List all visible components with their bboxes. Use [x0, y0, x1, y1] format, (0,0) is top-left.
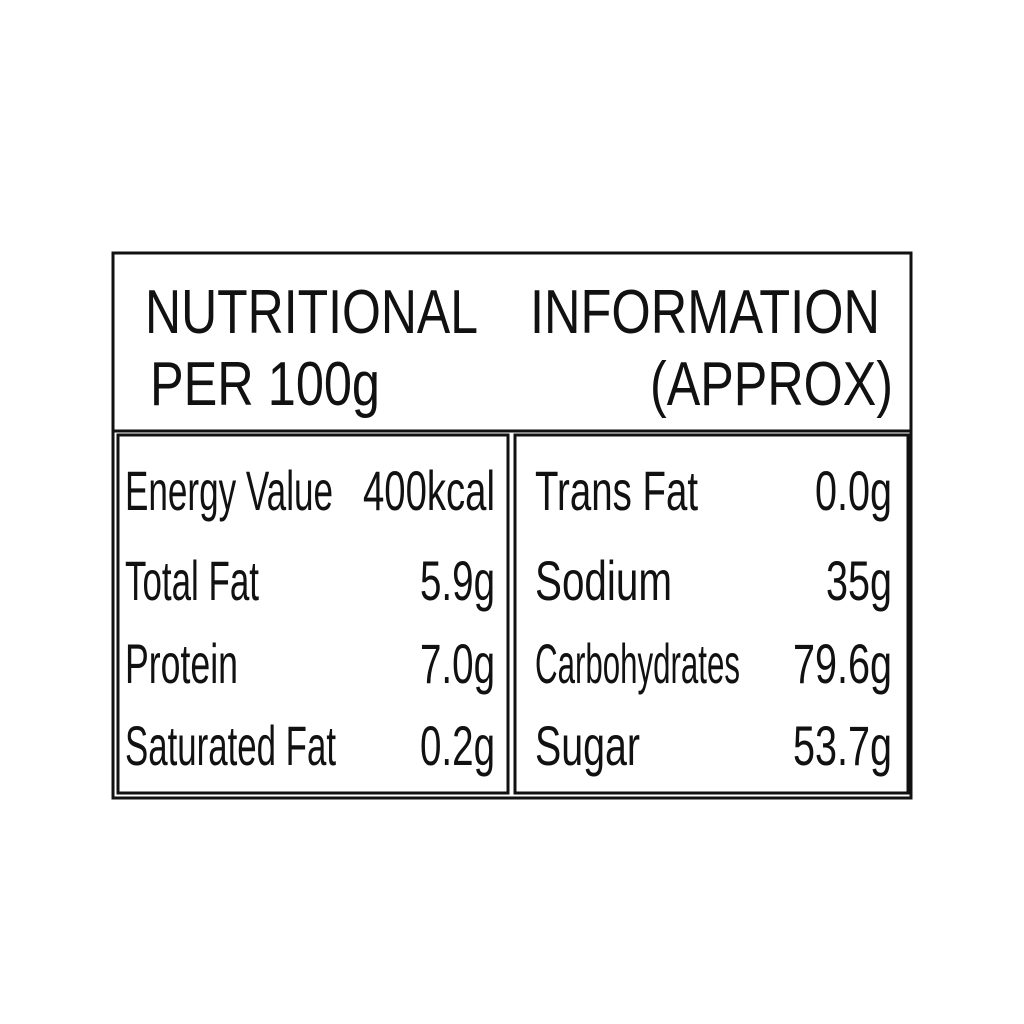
nutrient-name: Protein — [125, 632, 238, 695]
nutrient-name: Sugar — [535, 714, 640, 777]
header-text: PER 100g — [150, 350, 380, 419]
nutrient-name: Carbohydrates — [535, 632, 740, 695]
right-cell-border — [513, 433, 910, 795]
nutrient-value: 0.0g — [815, 459, 892, 522]
left-cell-border — [116, 433, 510, 795]
nutrient-value: 7.0g — [420, 632, 495, 695]
nutrient-name: Trans Fat — [535, 459, 698, 522]
nutrient-name: Total Fat — [125, 549, 259, 612]
header-text: INFORMATION — [530, 278, 880, 347]
nutrient-value: 53.7g — [793, 714, 892, 777]
nutrient-name: Saturated Fat — [125, 714, 336, 777]
nutrient-value: 79.6g — [793, 632, 892, 695]
outer-border — [111, 251, 913, 800]
nutrient-name: Sodium — [535, 549, 672, 612]
nutrient-name: Energy Value — [125, 459, 333, 522]
nutrient-value: 0.2g — [420, 714, 495, 777]
nutrient-value: 400kcal — [363, 459, 495, 522]
header-text: NUTRITIONAL — [145, 278, 478, 347]
nutrient-value: 35g — [826, 549, 892, 612]
header-text: (APPROX) — [650, 350, 893, 419]
nutrient-value: 5.9g — [420, 549, 495, 612]
